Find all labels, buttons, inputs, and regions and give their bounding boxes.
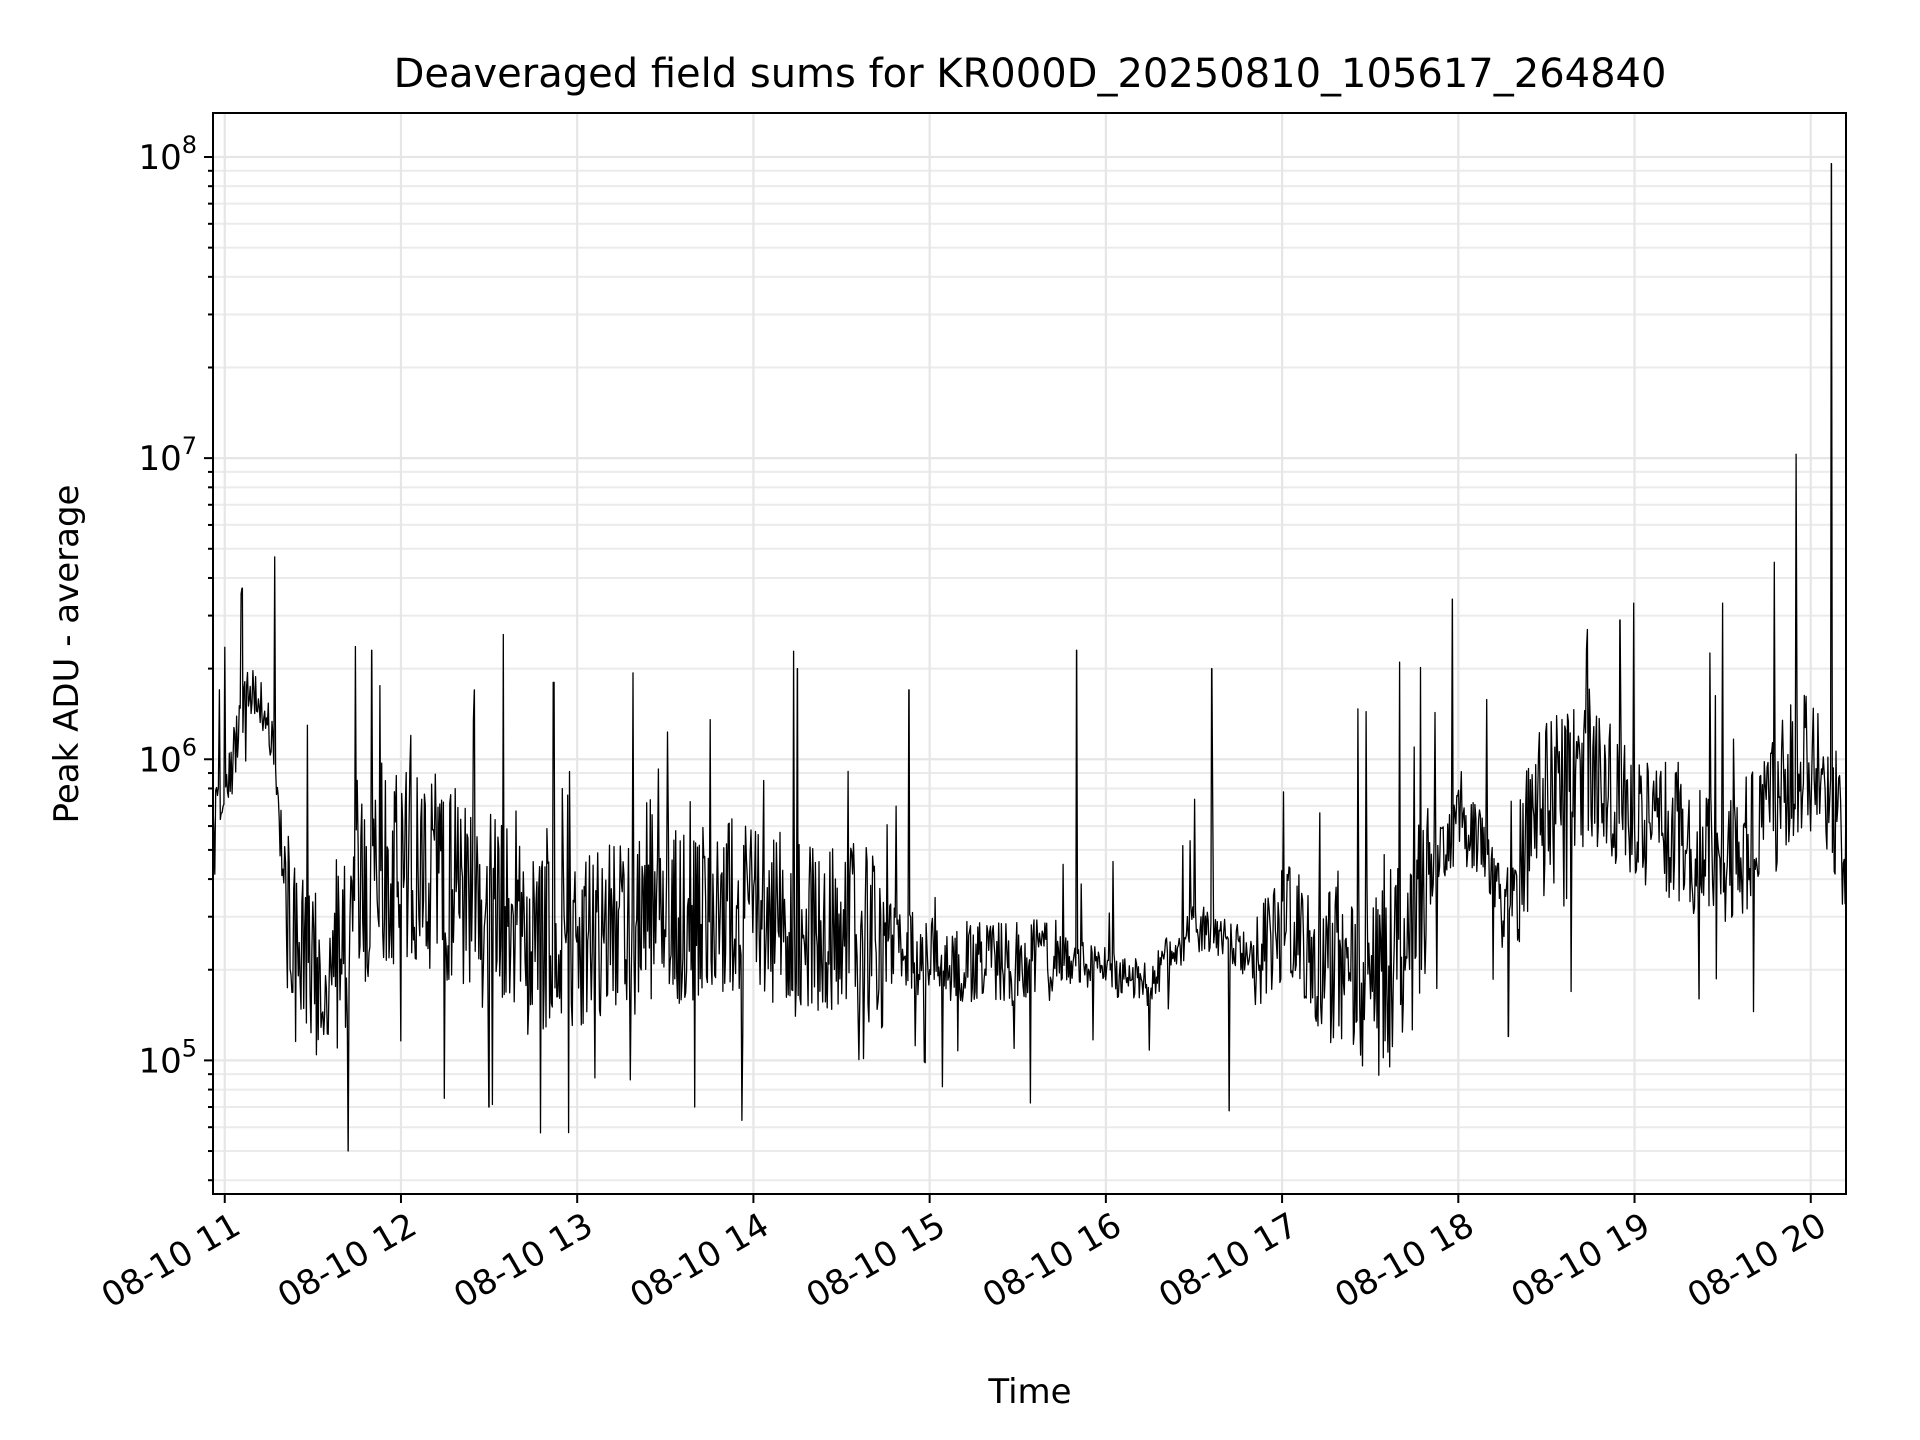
y-tick-label: 107: [138, 432, 197, 479]
y-tick-label: 108: [138, 131, 197, 178]
x-axis-title: Time: [987, 1372, 1071, 1412]
series-line: [213, 164, 1846, 1151]
y-axis: 105 106 107 108: [138, 131, 213, 1182]
data-series: [213, 164, 1846, 1151]
y-axis-title: Peak ADU - average: [47, 485, 87, 824]
y-tick-label: 105: [138, 1034, 197, 1081]
y-tick-label: 106: [138, 733, 197, 780]
chart-title: Deaveraged field sums for KR000D_2025081…: [394, 51, 1667, 97]
plot-frame: [212, 112, 1847, 1195]
